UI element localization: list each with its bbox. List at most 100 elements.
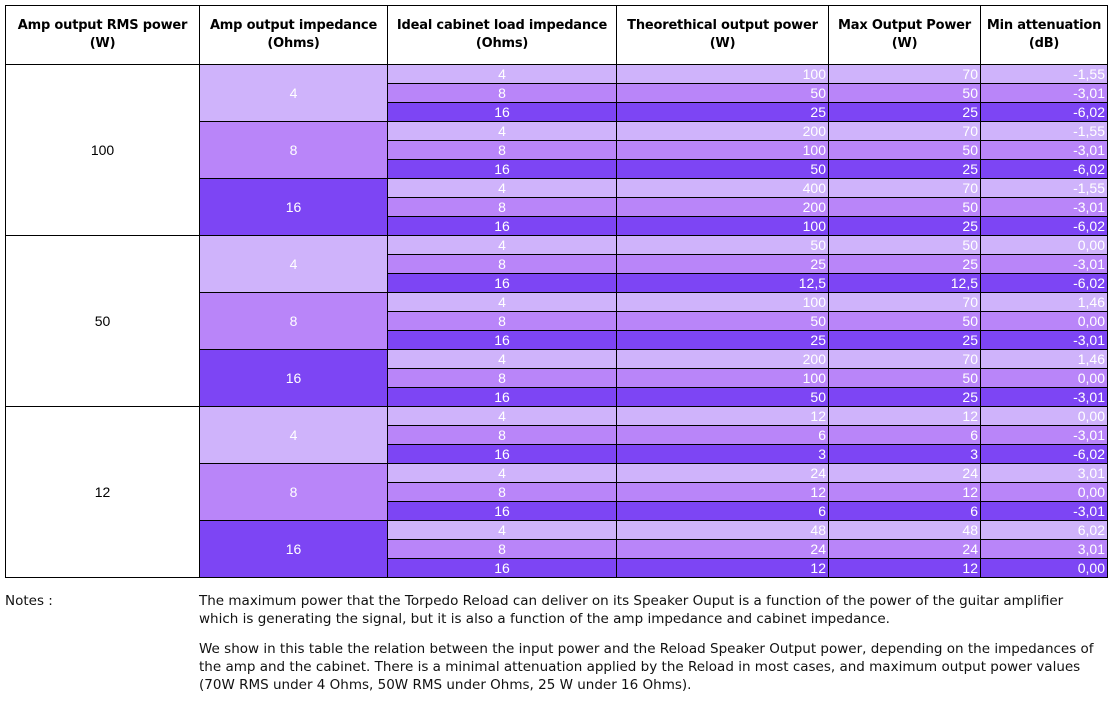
cell-cabinet-impedance[interactable]: 4 [387, 349, 617, 369]
cell-rms-power[interactable]: 100 [5, 64, 200, 236]
cell-max-output-power[interactable]: 70 [828, 121, 981, 141]
cell-min-attenuation[interactable]: -1,55 [980, 121, 1108, 141]
cell-min-attenuation[interactable]: 0,00 [980, 406, 1108, 426]
cell-min-attenuation[interactable]: -6,02 [980, 444, 1108, 464]
cell-cabinet-impedance[interactable]: 4 [387, 64, 617, 84]
cell-max-output-power[interactable]: 70 [828, 292, 981, 312]
cell-amp-impedance[interactable]: 16 [199, 178, 388, 236]
cell-theoretical-power[interactable]: 12 [616, 558, 829, 578]
cell-max-output-power[interactable]: 25 [828, 387, 981, 407]
header-cabinet-impedance[interactable]: Ideal cabinet load impedance (Ohms) [387, 5, 617, 65]
header-min-attenuation[interactable]: Min attenuation (dB) [980, 5, 1108, 65]
cell-min-attenuation[interactable]: 3,01 [980, 539, 1108, 559]
cell-theoretical-power[interactable]: 100 [616, 64, 829, 84]
cell-min-attenuation[interactable]: -3,01 [980, 330, 1108, 350]
cell-theoretical-power[interactable]: 200 [616, 121, 829, 141]
cell-amp-impedance[interactable]: 4 [199, 406, 388, 464]
cell-max-output-power[interactable]: 6 [828, 501, 981, 521]
cell-min-attenuation[interactable]: -1,55 [980, 178, 1108, 198]
cell-theoretical-power[interactable]: 50 [616, 159, 829, 179]
cell-cabinet-impedance[interactable]: 8 [387, 368, 617, 388]
cell-theoretical-power[interactable]: 48 [616, 520, 829, 540]
cell-amp-impedance[interactable]: 16 [199, 349, 388, 407]
cell-min-attenuation[interactable]: -1,55 [980, 64, 1108, 84]
cell-max-output-power[interactable]: 3 [828, 444, 981, 464]
cell-theoretical-power[interactable]: 24 [616, 463, 829, 483]
cell-cabinet-impedance[interactable]: 16 [387, 444, 617, 464]
cell-max-output-power[interactable]: 24 [828, 463, 981, 483]
header-max-output-power[interactable]: Max Output Power (W) [828, 5, 981, 65]
cell-max-output-power[interactable]: 70 [828, 178, 981, 198]
cell-cabinet-impedance[interactable]: 4 [387, 292, 617, 312]
cell-theoretical-power[interactable]: 25 [616, 254, 829, 274]
cell-rms-power[interactable]: 50 [5, 235, 200, 407]
cell-min-attenuation[interactable]: 6,02 [980, 520, 1108, 540]
cell-cabinet-impedance[interactable]: 16 [387, 159, 617, 179]
cell-theoretical-power[interactable]: 12 [616, 406, 829, 426]
cell-min-attenuation[interactable]: 3,01 [980, 463, 1108, 483]
cell-min-attenuation[interactable]: -3,01 [980, 254, 1108, 274]
cell-min-attenuation[interactable]: -3,01 [980, 387, 1108, 407]
cell-max-output-power[interactable]: 25 [828, 330, 981, 350]
cell-theoretical-power[interactable]: 12,5 [616, 273, 829, 293]
cell-cabinet-impedance[interactable]: 4 [387, 520, 617, 540]
cell-theoretical-power[interactable]: 400 [616, 178, 829, 198]
cell-cabinet-impedance[interactable]: 4 [387, 178, 617, 198]
cell-cabinet-impedance[interactable]: 4 [387, 406, 617, 426]
cell-cabinet-impedance[interactable]: 16 [387, 273, 617, 293]
cell-max-output-power[interactable]: 50 [828, 235, 981, 255]
cell-max-output-power[interactable]: 12,5 [828, 273, 981, 293]
cell-max-output-power[interactable]: 50 [828, 368, 981, 388]
cell-cabinet-impedance[interactable]: 8 [387, 539, 617, 559]
cell-cabinet-impedance[interactable]: 8 [387, 425, 617, 445]
cell-min-attenuation[interactable]: 0,00 [980, 368, 1108, 388]
cell-amp-impedance[interactable]: 16 [199, 520, 388, 578]
cell-max-output-power[interactable]: 50 [828, 197, 981, 217]
cell-theoretical-power[interactable]: 6 [616, 425, 829, 445]
cell-theoretical-power[interactable]: 100 [616, 140, 829, 160]
cell-cabinet-impedance[interactable]: 4 [387, 463, 617, 483]
cell-max-output-power[interactable]: 25 [828, 254, 981, 274]
cell-max-output-power[interactable]: 12 [828, 482, 981, 502]
cell-theoretical-power[interactable]: 200 [616, 349, 829, 369]
cell-min-attenuation[interactable]: -3,01 [980, 140, 1108, 160]
cell-min-attenuation[interactable]: 0,00 [980, 311, 1108, 331]
cell-theoretical-power[interactable]: 100 [616, 368, 829, 388]
cell-theoretical-power[interactable]: 12 [616, 482, 829, 502]
cell-max-output-power[interactable]: 48 [828, 520, 981, 540]
cell-max-output-power[interactable]: 6 [828, 425, 981, 445]
cell-cabinet-impedance[interactable]: 8 [387, 311, 617, 331]
cell-amp-impedance[interactable]: 8 [199, 121, 388, 179]
cell-cabinet-impedance[interactable]: 16 [387, 501, 617, 521]
cell-max-output-power[interactable]: 12 [828, 406, 981, 426]
cell-max-output-power[interactable]: 50 [828, 140, 981, 160]
cell-amp-impedance[interactable]: 4 [199, 235, 388, 293]
cell-amp-impedance[interactable]: 8 [199, 292, 388, 350]
cell-min-attenuation[interactable]: -6,02 [980, 216, 1108, 236]
cell-min-attenuation[interactable]: 0,00 [980, 482, 1108, 502]
cell-theoretical-power[interactable]: 3 [616, 444, 829, 464]
cell-max-output-power[interactable]: 25 [828, 102, 981, 122]
cell-theoretical-power[interactable]: 100 [616, 292, 829, 312]
cell-theoretical-power[interactable]: 200 [616, 197, 829, 217]
cell-cabinet-impedance[interactable]: 8 [387, 254, 617, 274]
cell-min-attenuation[interactable]: 0,00 [980, 235, 1108, 255]
cell-min-attenuation[interactable]: -3,01 [980, 501, 1108, 521]
cell-theoretical-power[interactable]: 24 [616, 539, 829, 559]
cell-theoretical-power[interactable]: 6 [616, 501, 829, 521]
header-amp-impedance[interactable]: Amp output impedance (Ohms) [199, 5, 388, 65]
header-theoretical-power[interactable]: Theorethical output power (W) [616, 5, 829, 65]
cell-min-attenuation[interactable]: -3,01 [980, 83, 1108, 103]
cell-max-output-power[interactable]: 25 [828, 216, 981, 236]
cell-cabinet-impedance[interactable]: 16 [387, 102, 617, 122]
cell-cabinet-impedance[interactable]: 8 [387, 140, 617, 160]
cell-cabinet-impedance[interactable]: 16 [387, 558, 617, 578]
cell-cabinet-impedance[interactable]: 4 [387, 121, 617, 141]
cell-theoretical-power[interactable]: 50 [616, 387, 829, 407]
cell-max-output-power[interactable]: 24 [828, 539, 981, 559]
cell-min-attenuation[interactable]: 1,46 [980, 292, 1108, 312]
cell-max-output-power[interactable]: 50 [828, 311, 981, 331]
cell-amp-impedance[interactable]: 8 [199, 463, 388, 521]
cell-cabinet-impedance[interactable]: 8 [387, 197, 617, 217]
cell-max-output-power[interactable]: 50 [828, 83, 981, 103]
